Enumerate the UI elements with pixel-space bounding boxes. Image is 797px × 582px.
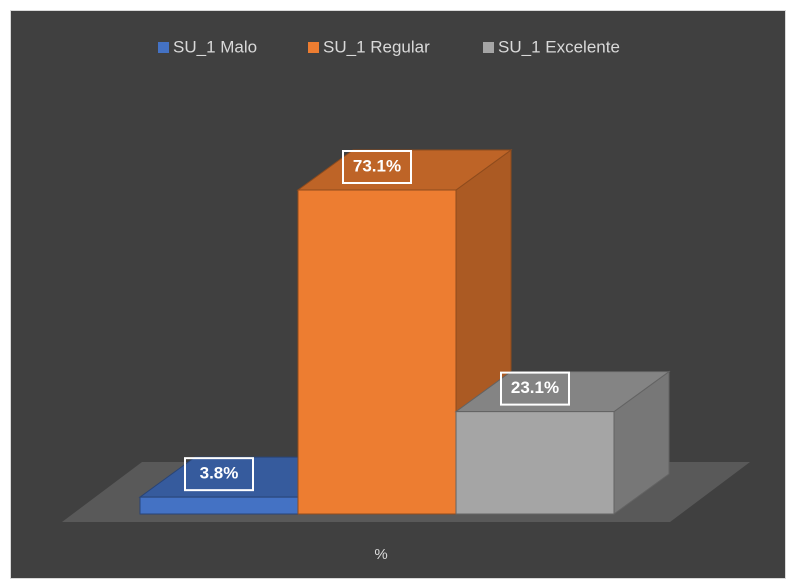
legend-swatch — [158, 42, 169, 53]
legend-label: SU_1 Regular — [323, 37, 430, 56]
legend-swatch — [483, 42, 494, 53]
value-label: 23.1% — [511, 378, 559, 397]
legend-label: SU_1 Excelente — [498, 37, 620, 56]
bar — [454, 370, 671, 515]
bar-front — [297, 189, 457, 515]
legend-label: SU_1 Malo — [173, 37, 257, 56]
x-tick-label: % — [374, 546, 387, 563]
value-label-box — [342, 150, 412, 184]
value-label-box — [500, 371, 570, 406]
legend-swatch — [308, 42, 319, 53]
bar-front — [455, 411, 615, 515]
value-label: 73.1% — [353, 156, 401, 175]
value-label-box — [184, 457, 254, 492]
bar-front — [139, 496, 299, 515]
value-label: 3.8% — [200, 464, 239, 483]
